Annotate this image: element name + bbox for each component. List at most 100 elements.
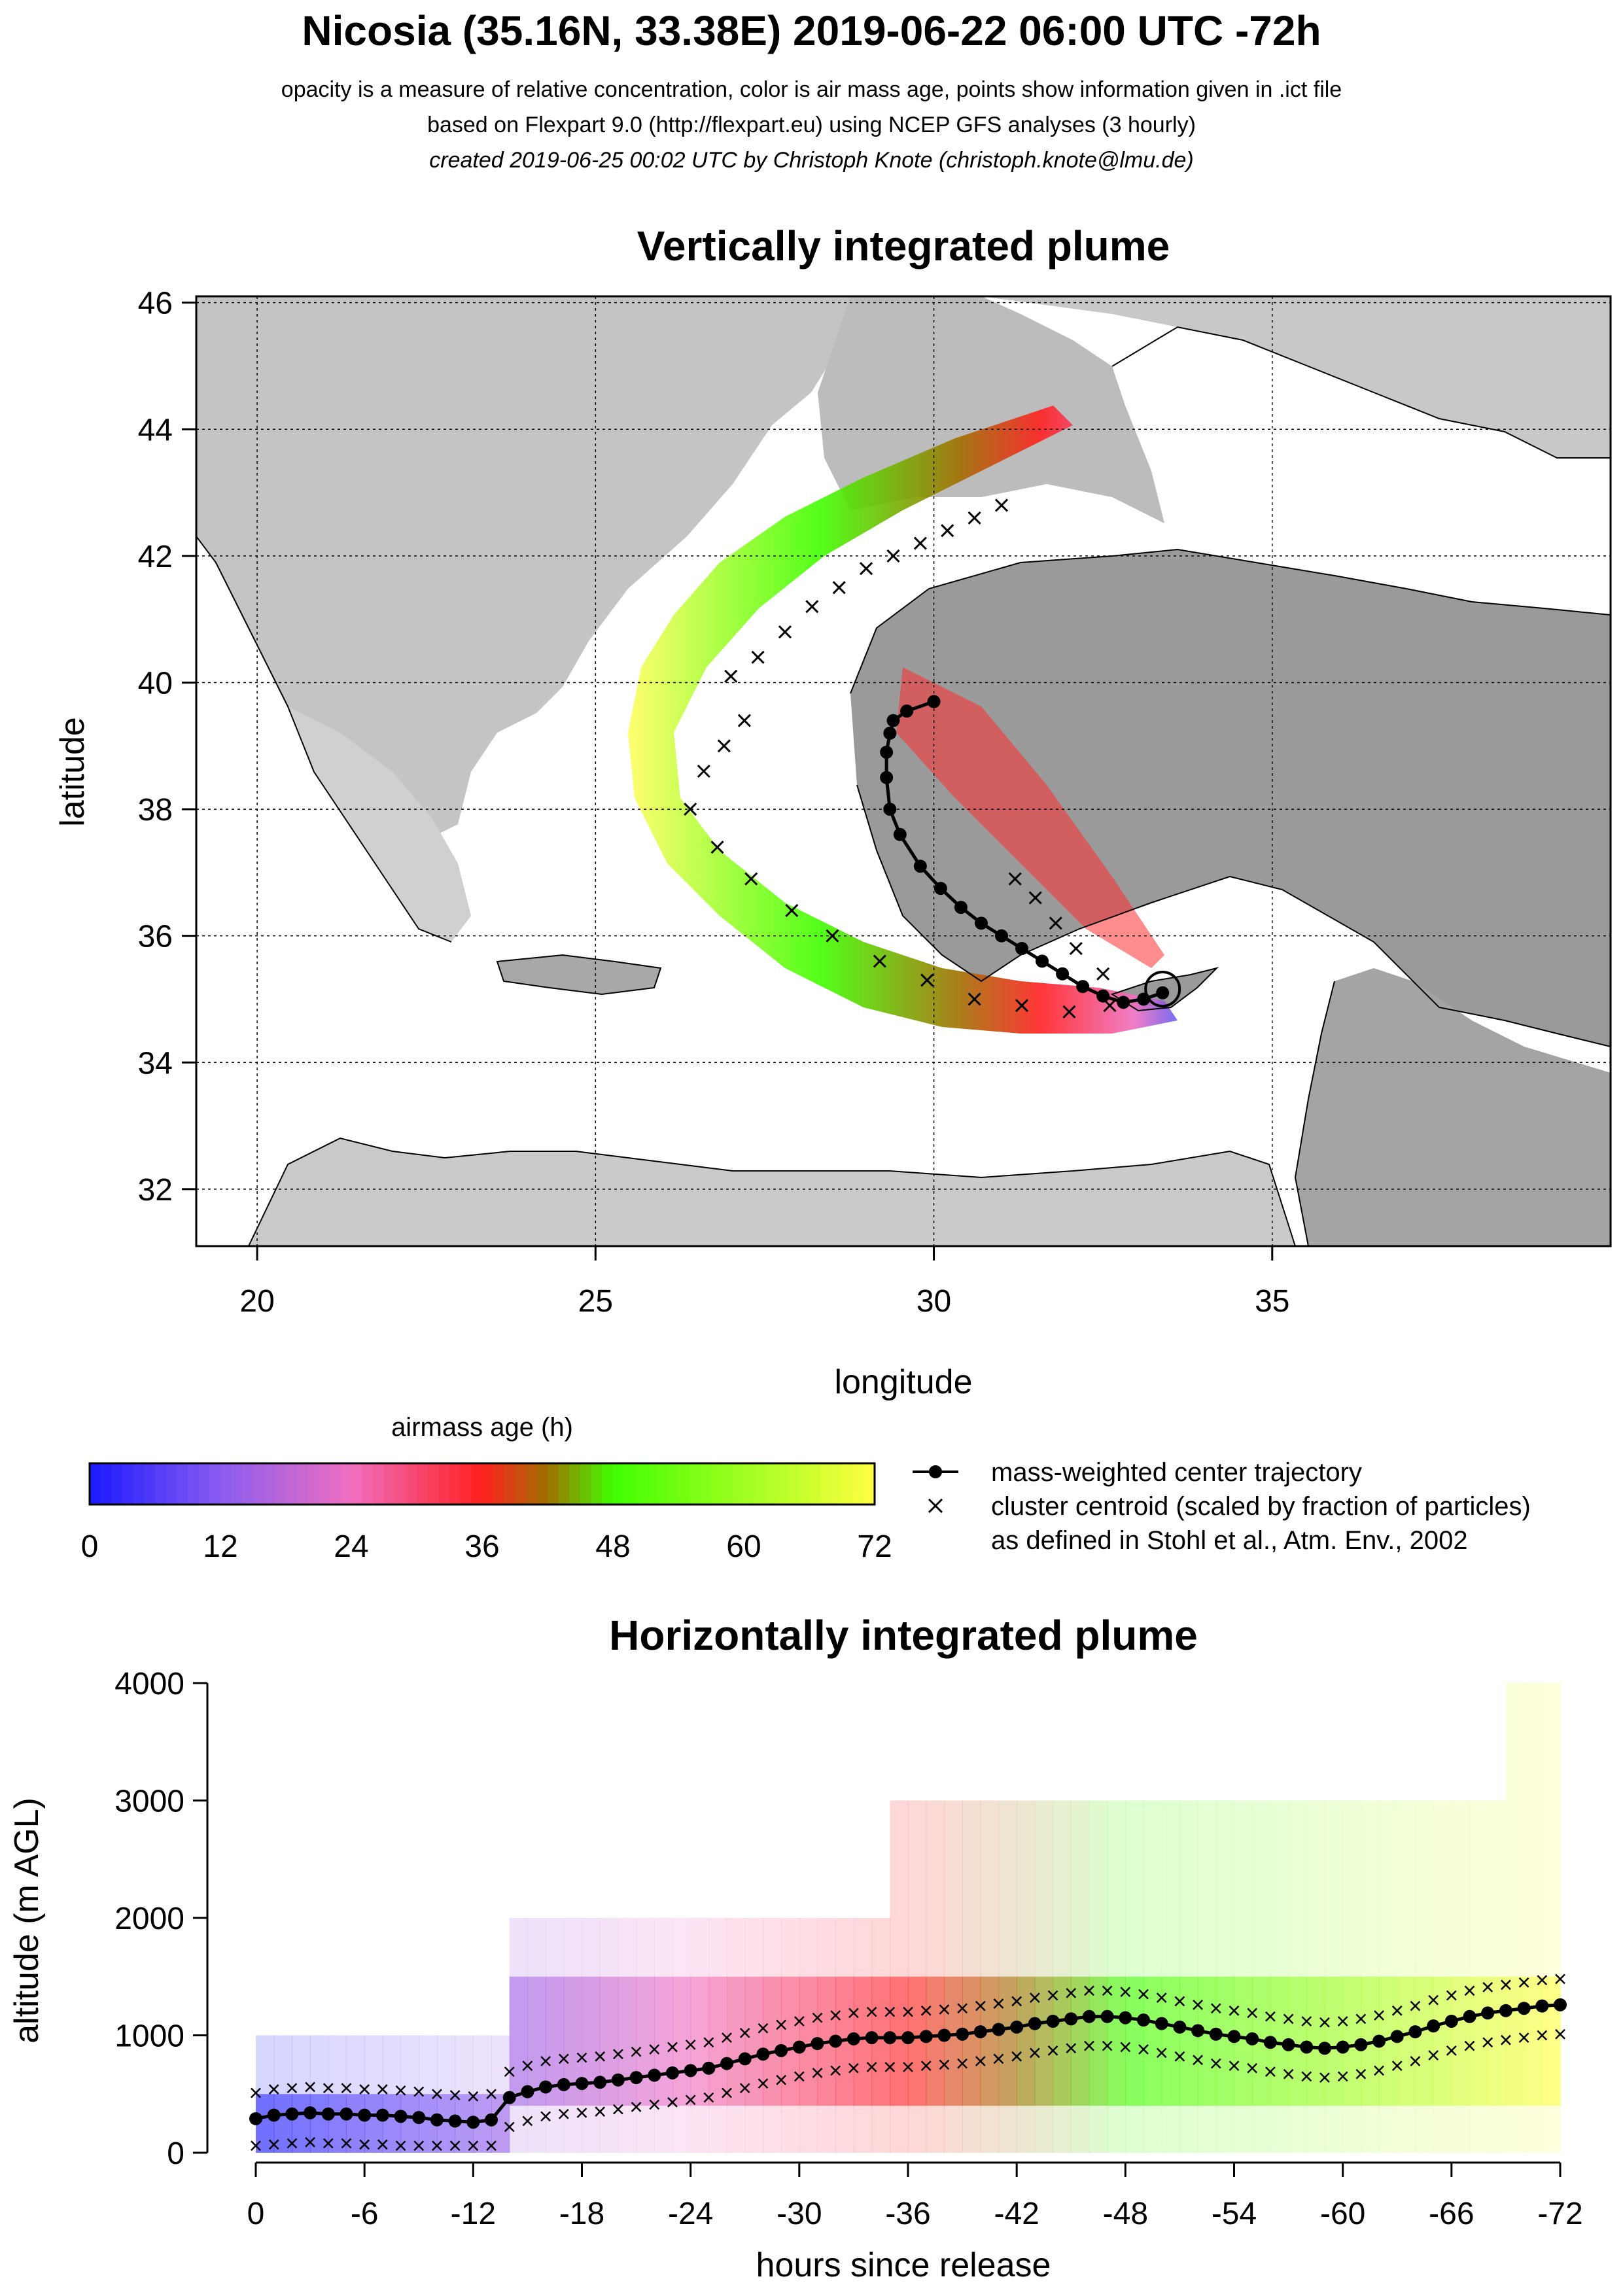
altitude-trajectory-point <box>593 2076 607 2089</box>
map-centroid-point <box>913 536 927 550</box>
map-trajectory-point <box>1015 942 1029 956</box>
altitude-centroid-point <box>920 2061 932 2072</box>
colorbar-cell <box>188 1463 200 1505</box>
altitude-trajectory-point <box>829 2034 843 2048</box>
colorbar-cell <box>417 1463 428 1505</box>
altitude-trajectory-point <box>485 2113 498 2127</box>
altitude-trajectory-point <box>775 2044 788 2057</box>
altitude-trajectory-point <box>846 2032 860 2045</box>
colorbar-cell <box>744 1463 756 1505</box>
map-centroid-point <box>886 549 900 563</box>
colorbar-cell <box>307 1463 319 1505</box>
map-centroid-point <box>805 600 819 614</box>
colorbar <box>90 1463 875 1505</box>
map-trajectory-point <box>1096 989 1110 1003</box>
altitude-trajectory-point <box>611 2073 625 2087</box>
map-centroid-point <box>1049 916 1062 930</box>
map-trajectory-point <box>880 771 894 784</box>
altitude-x-tick-label: -42 <box>994 2197 1039 2231</box>
altitude-centroid-point <box>558 2108 569 2119</box>
altitude-centroid-point <box>993 2053 1004 2064</box>
altitude-x-tick-label: 0 <box>247 2197 265 2231</box>
legend-centroid-symbol <box>928 1498 943 1514</box>
altitude-x-tick-label: -18 <box>559 2197 604 2231</box>
colorbar-cell <box>329 1463 341 1505</box>
altitude-centroid-point <box>1283 2068 1294 2079</box>
altitude-centroid-point <box>758 2078 769 2089</box>
colorbar-cell <box>438 1463 450 1505</box>
map-centroid-point <box>751 650 765 664</box>
altitude-y-tick-label: 0 <box>167 2136 184 2171</box>
colorbar-frame <box>88 1462 876 1506</box>
map-trajectory-point <box>1076 980 1090 994</box>
map-x-ticks: 20 25 30 35 <box>239 1246 1289 1319</box>
map-trajectory-point <box>994 929 1008 943</box>
map-trajectory-point <box>886 714 900 727</box>
colorbar-cell <box>700 1463 712 1505</box>
altitude-trajectory <box>249 1998 1567 2129</box>
altitude-centroid-point <box>812 2068 823 2078</box>
colorbar-cell <box>253 1463 265 1505</box>
altitude-centroid-point <box>1410 2000 1421 2011</box>
altitude-band-core <box>962 1976 981 2106</box>
altitude-centroid-point <box>1011 1996 1022 2007</box>
altitude-trajectory-point <box>375 2108 389 2122</box>
colorbar-cell <box>504 1463 515 1505</box>
legend-trajectory-symbol <box>913 1465 958 1478</box>
altitude-trajectory-point <box>720 2057 734 2070</box>
altitude-centroid-point <box>377 2139 388 2150</box>
altitude-trajectory-point <box>1246 2032 1259 2045</box>
altitude-band-core <box>1198 1976 1217 2106</box>
altitude-centroid-point <box>613 2104 623 2115</box>
land-europe <box>196 296 850 850</box>
altitude-x-tick-label: -54 <box>1212 2197 1257 2231</box>
altitude-x-label: hours since release <box>756 2246 1051 2284</box>
map-frame <box>195 295 1612 1247</box>
map-background <box>196 296 1611 1246</box>
altitude-band-core <box>273 2094 292 2153</box>
altitude-centroid-point <box>631 2046 642 2057</box>
altitude-centroid-point <box>323 2083 334 2094</box>
altitude-x-tick-label: -72 <box>1537 2197 1582 2231</box>
legend-centroid-label: cluster centroid (scaled by fraction of … <box>991 1492 1531 1521</box>
altitude-centroid-point <box>1210 2003 1221 2014</box>
altitude-centroid-point <box>413 2086 425 2097</box>
colorbar-cell <box>177 1463 188 1505</box>
colorbar-cell <box>798 1463 810 1505</box>
map-trajectory-point <box>1036 954 1049 968</box>
colorbar-cell <box>362 1463 374 1505</box>
land-africa <box>249 1138 1295 1246</box>
map-centroid-point <box>860 562 873 576</box>
altitude-centroid-point <box>1102 1985 1113 1996</box>
map-centroid-point <box>994 498 1009 512</box>
map-centroid-point <box>724 669 738 683</box>
altitude-trajectory-point <box>1408 2025 1422 2039</box>
altitude-centroid-point <box>1518 2032 1529 2043</box>
altitude-centroid-point <box>1391 2005 1403 2016</box>
altitude-trajectory-point <box>1282 2038 1295 2051</box>
map-centroid-point <box>941 524 954 538</box>
land-levant <box>1295 968 1611 1246</box>
altitude-centroid-point <box>957 2003 968 2014</box>
altitude-centroid-point <box>486 2140 497 2151</box>
map-trajectory-point <box>1056 967 1070 981</box>
map-trajectory-point <box>974 916 988 930</box>
altitude-x-tick-label: -60 <box>1320 2197 1365 2231</box>
altitude-centroid-point <box>1084 2040 1094 2051</box>
altitude-band-core <box>763 1976 782 2106</box>
map-x-tick-label: 30 <box>916 1284 951 1319</box>
altitude-centroid-point <box>1156 2047 1167 2059</box>
colorbar-tick-label: 36 <box>464 1529 499 1564</box>
altitude-y-tick-label: 4000 <box>114 1667 184 1701</box>
colorbar-cell <box>340 1463 352 1505</box>
map-grid <box>196 296 1611 1246</box>
altitude-centroid-point <box>1555 2028 1565 2040</box>
altitude-trajectory-point <box>1427 2019 1440 2033</box>
altitude-trajectory-point <box>539 2080 553 2094</box>
map-centroid-point <box>710 841 724 854</box>
colorbar-cell <box>765 1463 777 1505</box>
altitude-centroid-point <box>268 2084 279 2095</box>
altitude-centroid-point <box>486 2089 497 2100</box>
altitude-centroid-point <box>739 2083 750 2094</box>
altitude-centroid-point <box>1482 2037 1493 2048</box>
